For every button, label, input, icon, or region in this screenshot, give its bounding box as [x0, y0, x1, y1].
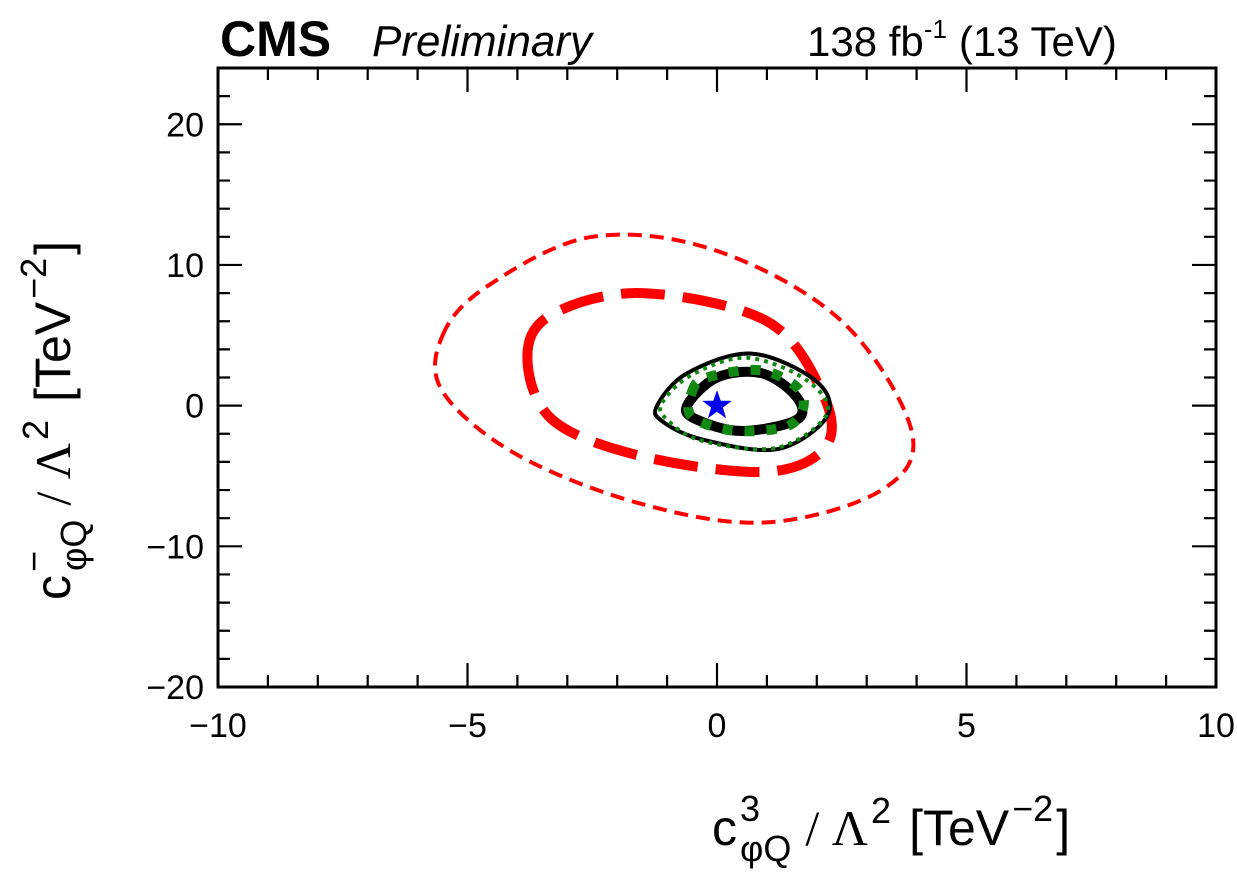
- x-axis-superscript: 3: [740, 788, 760, 829]
- y-axis-unit-close: ]: [25, 241, 81, 255]
- tick-marks: [216, 66, 1218, 689]
- y-axis-unit-open: [TeV: [25, 301, 81, 402]
- energy-label: (13 TeV): [959, 18, 1117, 65]
- x-axis-title: c3 φQ / Λ2 [TeV−2]: [712, 788, 1070, 869]
- y-axis-subscript: φQ: [53, 520, 94, 571]
- x-axis-unit-open: [TeV: [909, 800, 1010, 856]
- x-axis-divisor: / Λ: [805, 800, 868, 856]
- x-tick-label: 5: [957, 707, 976, 745]
- y-tick-label: 0: [185, 388, 204, 426]
- contour-layer: [433, 232, 916, 525]
- y-tick-label: 10: [166, 247, 204, 285]
- x-axis-subscript: φQ: [740, 828, 791, 869]
- lumi-exponent: -1: [924, 14, 947, 44]
- y-tick-label: −10: [146, 528, 204, 566]
- best-fit-star-icon: [702, 390, 732, 419]
- x-tick-label: 0: [708, 707, 727, 745]
- x-tick-label: 10: [1197, 707, 1235, 745]
- y-axis-divisor: / Λ: [25, 443, 81, 506]
- x-axis-unit-close: ]: [1056, 800, 1070, 856]
- x-tick-label: −5: [448, 707, 487, 745]
- marker-layer: [702, 390, 732, 419]
- x-axis-divisor-exponent: 2: [871, 790, 891, 831]
- y-tick-label: −20: [146, 669, 204, 707]
- experiment-label: CMS: [220, 11, 331, 67]
- contour-ff0000-dashed-thin: [433, 232, 916, 525]
- contour-118811-dotted-thick: [683, 364, 809, 437]
- status-label: Preliminary: [372, 17, 595, 66]
- y-axis-unit-exponent: −2: [13, 258, 54, 299]
- x-axis-unit-exponent: −2: [1012, 788, 1053, 829]
- y-axis-title: c−φQ/ Λ2[TeV−2]: [13, 241, 94, 600]
- y-axis-superscript: −: [13, 551, 54, 572]
- contour-ff0000-dashed-thick: [522, 288, 837, 478]
- y-axis-divisor-exponent: 2: [15, 420, 56, 440]
- x-tick-label: −10: [189, 707, 247, 745]
- axis-ticks: [216, 66, 1218, 689]
- luminosity-label: 138 fb-1 (13 TeV): [807, 14, 1117, 65]
- y-tick-label: 20: [166, 106, 204, 144]
